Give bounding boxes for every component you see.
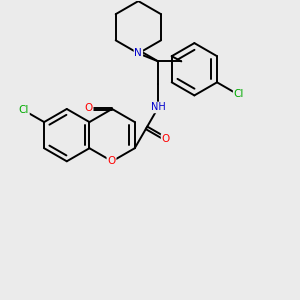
Text: N: N xyxy=(134,48,142,59)
Text: Cl: Cl xyxy=(234,89,244,99)
Text: Cl: Cl xyxy=(19,105,29,115)
Text: O: O xyxy=(162,134,170,144)
Text: O: O xyxy=(84,103,93,113)
Text: NH: NH xyxy=(151,102,166,112)
Text: O: O xyxy=(107,156,116,166)
